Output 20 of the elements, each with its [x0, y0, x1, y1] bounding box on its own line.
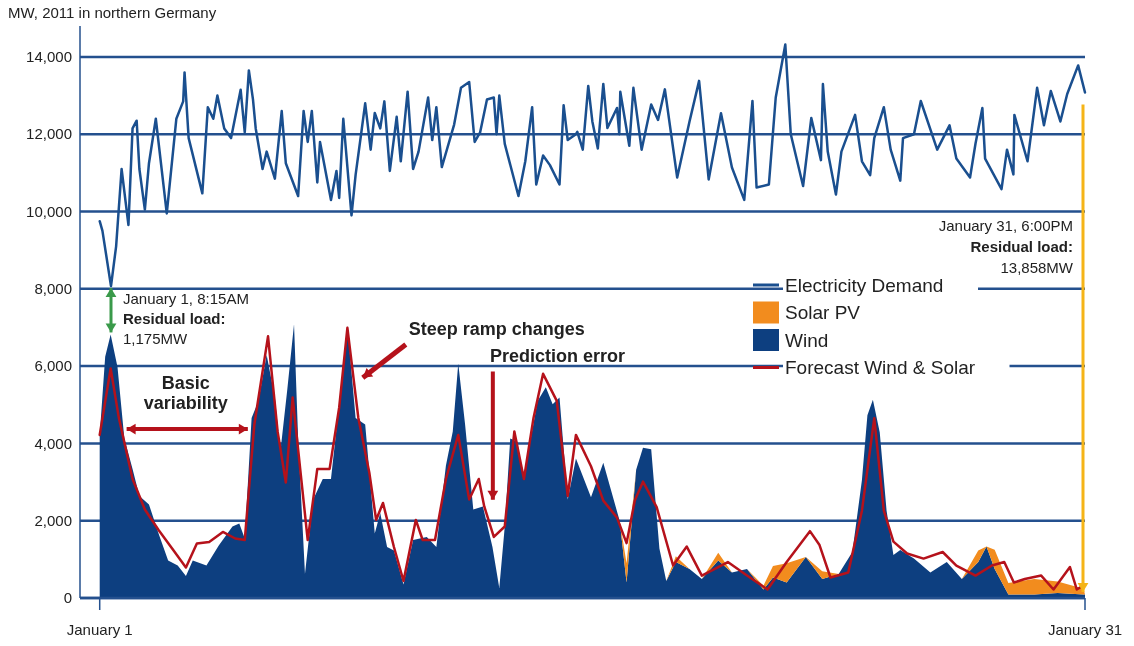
- y-tick-label: 8,000: [34, 280, 72, 298]
- annotation: January 1, 8:15AM Residual load: 1,175MW: [123, 290, 249, 348]
- y-tick-label: 4,000: [34, 434, 72, 452]
- annotation: Prediction error: [489, 346, 625, 367]
- legend-label: Solar PV: [785, 302, 861, 324]
- legend-label: Forecast Wind & Solar: [785, 357, 976, 379]
- y-tick-label: 6,000: [34, 357, 72, 375]
- x-tick-label: January 1: [66, 621, 133, 638]
- legend-label: Electricity Demand: [785, 274, 944, 296]
- y-tick-label: 2,000: [34, 511, 72, 529]
- chart-title: MW, 2011 in northern Germany: [8, 4, 217, 21]
- x-tick-label: January 31: [1047, 621, 1123, 638]
- legend-label: Wind: [785, 329, 829, 351]
- y-tick-label: 12,000: [26, 125, 72, 143]
- y-tick-label: 0: [63, 589, 72, 607]
- y-tick-label: 10,000: [26, 202, 72, 220]
- y-tick-label: 14,000: [26, 48, 72, 66]
- annotation: Steep ramp changes: [408, 319, 585, 340]
- annotation: Basic variability: [143, 373, 228, 414]
- annotation: January 31, 6:00PM Residual load: 13,858MW: [938, 216, 1074, 276]
